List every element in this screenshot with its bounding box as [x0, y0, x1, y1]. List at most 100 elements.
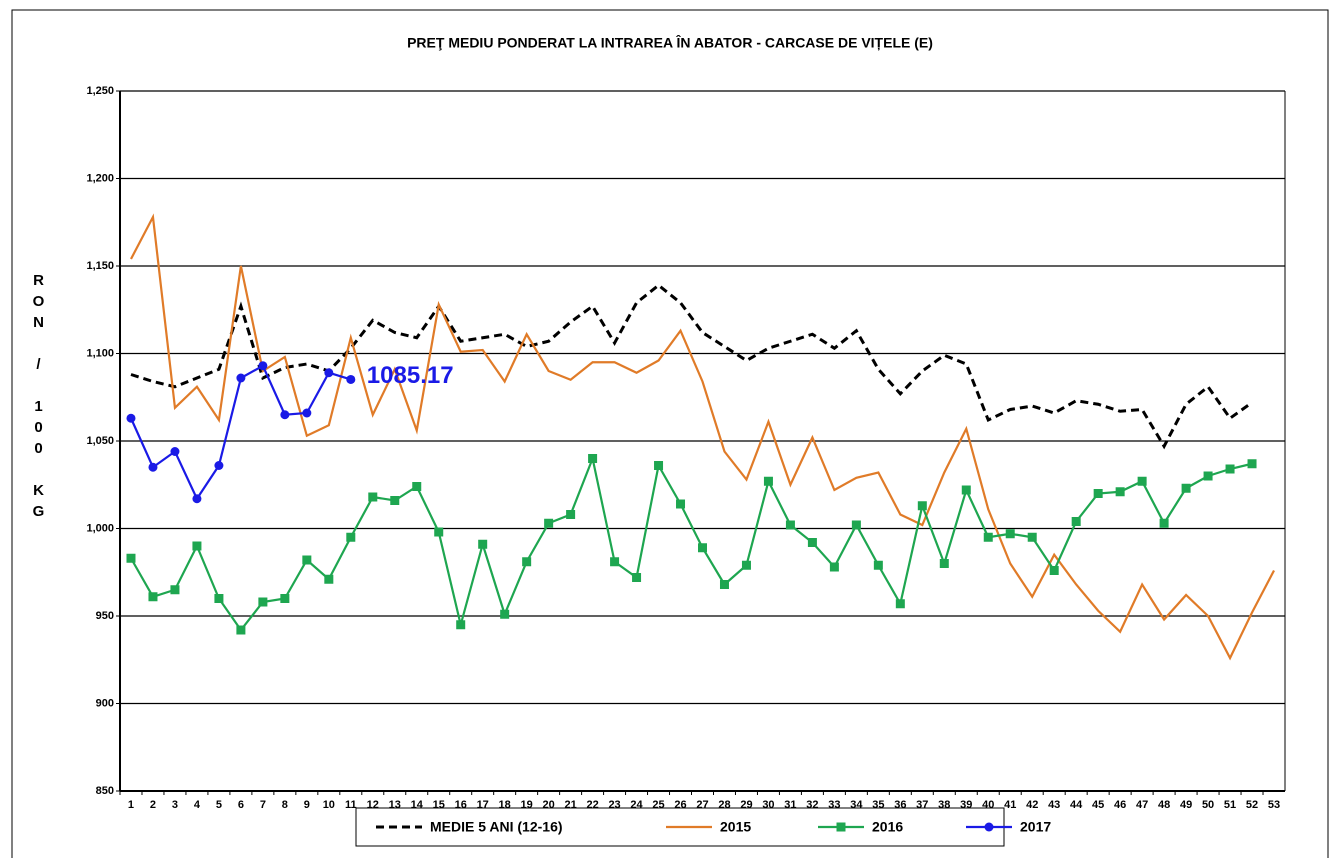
legend-label: 2016 [872, 819, 903, 835]
marker [368, 492, 378, 502]
y-tick-label: 1,100 [86, 347, 114, 359]
marker [544, 518, 554, 528]
marker [214, 461, 224, 470]
x-tick-label: 53 [1268, 799, 1280, 811]
marker [807, 538, 817, 547]
marker [258, 361, 268, 371]
marker [632, 573, 642, 582]
x-tick-label: 44 [1070, 799, 1083, 811]
marker [588, 454, 598, 463]
x-tick-label: 52 [1246, 799, 1258, 811]
y-tick-label: 950 [96, 610, 114, 622]
marker [302, 408, 312, 418]
marker [390, 496, 400, 505]
x-tick-label: 47 [1136, 799, 1148, 811]
x-tick-label: 11 [345, 799, 357, 811]
x-tick-label: 6 [238, 799, 244, 811]
marker [500, 609, 510, 619]
marker [126, 413, 136, 423]
y-tick-label: 900 [96, 697, 114, 709]
marker [302, 555, 312, 565]
x-tick-label: 50 [1202, 799, 1214, 811]
legend-marker [984, 822, 994, 832]
y-tick-label: 1,050 [86, 435, 114, 447]
marker [961, 485, 971, 495]
marker [939, 559, 949, 568]
marker [522, 557, 532, 567]
marker [873, 560, 883, 570]
marker [917, 501, 927, 511]
marker [324, 574, 334, 584]
series-line [130, 213, 1275, 661]
annotation: 1085.17 [367, 362, 454, 389]
x-tick-label: 1 [128, 799, 134, 811]
x-tick-label: 5 [216, 799, 222, 811]
x-tick-label: 7 [260, 799, 266, 811]
x-tick-label: 48 [1158, 799, 1170, 811]
marker [324, 368, 334, 378]
marker [785, 520, 795, 530]
marker [741, 560, 751, 570]
marker [236, 625, 246, 635]
x-tick-label: 51 [1224, 799, 1236, 811]
marker [698, 543, 707, 553]
marker [1137, 476, 1147, 486]
marker [1247, 459, 1257, 469]
x-tick-label: 41 [1004, 799, 1016, 811]
marker [192, 494, 202, 504]
marker [983, 532, 993, 542]
marker [1071, 517, 1081, 526]
y-tick-label: 1,150 [86, 260, 114, 272]
marker [895, 599, 905, 609]
marker [258, 597, 268, 607]
series-line [130, 283, 1253, 450]
x-tick-label: 45 [1092, 799, 1104, 811]
marker [1027, 532, 1037, 542]
marker [829, 562, 839, 572]
x-tick-label: 49 [1180, 799, 1192, 811]
marker [478, 539, 488, 549]
marker [763, 476, 773, 486]
marker [654, 461, 664, 470]
series-line [130, 454, 1253, 632]
marker [566, 510, 576, 519]
marker [610, 557, 620, 567]
y-tick-label: 850 [96, 785, 114, 797]
marker [170, 585, 180, 595]
x-tick-label: 9 [304, 799, 310, 811]
marker [1181, 483, 1191, 493]
x-tick-label: 4 [194, 799, 201, 811]
marker [280, 410, 290, 420]
legend-marker [836, 822, 846, 832]
x-tick-label: 42 [1026, 799, 1038, 811]
marker [1005, 529, 1015, 539]
chart-border [11, 9, 1329, 858]
marker [170, 447, 180, 456]
marker [192, 541, 202, 551]
marker [1159, 518, 1169, 528]
marker [1203, 471, 1213, 481]
marker [236, 373, 246, 383]
y-axis-label: RON / 100 KG [30, 272, 47, 524]
marker [280, 594, 290, 603]
y-tick-label: 1,000 [86, 522, 114, 534]
marker [126, 553, 136, 563]
y-tick-label: 1,200 [86, 172, 114, 184]
x-tick-label: 46 [1114, 799, 1126, 811]
legend-label: 2017 [1020, 819, 1051, 835]
marker [1225, 464, 1235, 474]
y-tick-label: 1,250 [86, 85, 114, 97]
legend-label: MEDIE 5 ANI (12-16) [430, 819, 563, 835]
marker [346, 374, 356, 384]
x-tick-label: 8 [282, 799, 288, 811]
marker [1115, 487, 1125, 497]
legend-label: 2015 [720, 819, 751, 835]
marker [412, 482, 422, 491]
series-line [129, 364, 352, 501]
x-tick-label: 3 [172, 799, 178, 811]
marker [676, 499, 686, 509]
marker [434, 527, 444, 537]
marker [719, 580, 729, 589]
marker [214, 594, 224, 603]
